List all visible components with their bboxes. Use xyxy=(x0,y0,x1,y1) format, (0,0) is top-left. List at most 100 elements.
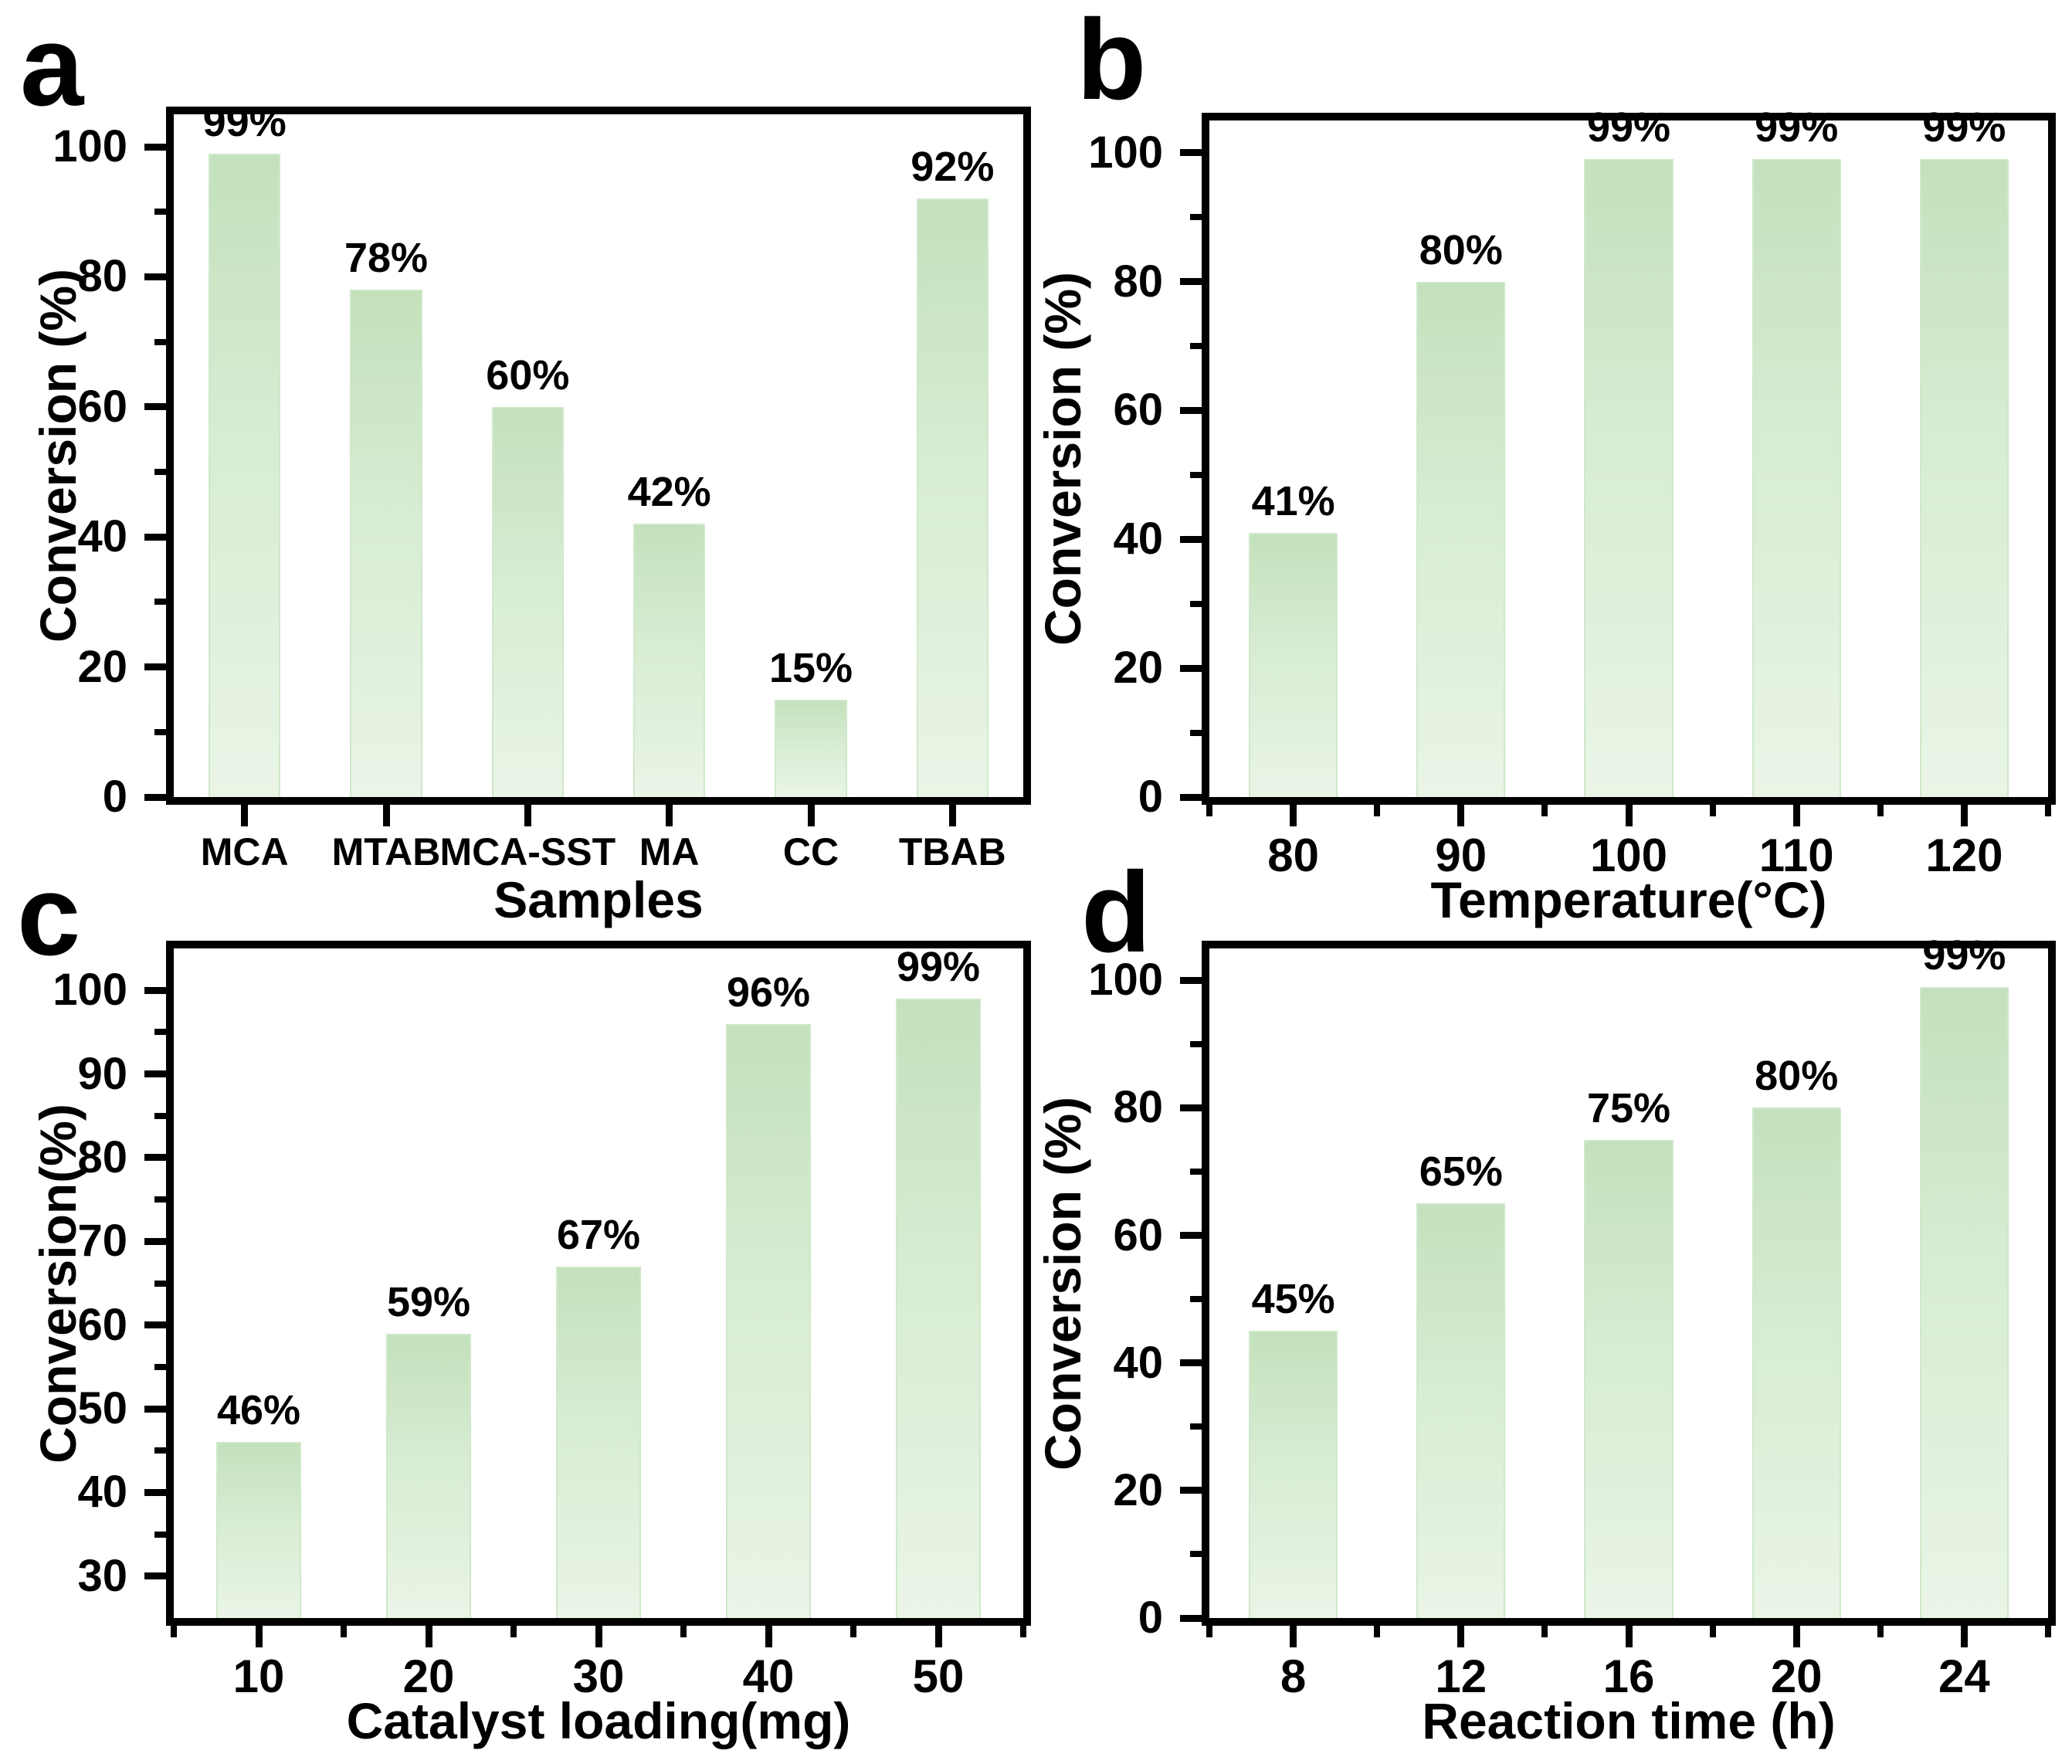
x-tick-label: 20 xyxy=(402,1650,455,1702)
y-major-tick xyxy=(1180,535,1202,543)
bar-100 xyxy=(1584,159,1674,797)
x-tick-label: 8 xyxy=(1280,1650,1307,1702)
bar-value-label: 15% xyxy=(768,644,853,691)
bar-value-label: 60% xyxy=(486,351,570,399)
bar-value-label: 99% xyxy=(1586,104,1671,151)
y-major-tick xyxy=(144,273,166,280)
y-major-tick xyxy=(144,1572,166,1580)
y-tick-label: 60 xyxy=(77,1299,127,1350)
bar-80 xyxy=(1249,532,1338,797)
x-minor-tick xyxy=(2045,805,2051,816)
x-major-tick xyxy=(666,805,673,826)
x-tick-label: 40 xyxy=(742,1650,795,1702)
bar-value-label: 99% xyxy=(1755,104,1839,151)
y-major-tick xyxy=(1180,793,1202,801)
x-major-tick xyxy=(1625,805,1633,826)
bar-value-label: 45% xyxy=(1251,1276,1335,1323)
y-tick-label: 80 xyxy=(77,1131,127,1182)
panel-b-x-axis-title: Temperature(°C) xyxy=(1430,871,1827,928)
y-tick-label: 90 xyxy=(77,1048,127,1099)
y-minor-tick xyxy=(1190,1423,1202,1430)
bar-value-label: 67% xyxy=(556,1211,641,1258)
x-tick-label: MCA-SST xyxy=(439,830,616,874)
y-major-tick xyxy=(144,1405,166,1413)
x-tick-label: TBAB xyxy=(898,830,1006,874)
x-major-tick xyxy=(255,1626,263,1647)
x-minor-tick xyxy=(1877,1626,1884,1637)
bar-value-label: 46% xyxy=(216,1387,301,1434)
y-tick-label: 0 xyxy=(102,772,127,822)
bar-value-label: 78% xyxy=(344,235,429,282)
y-minor-tick xyxy=(154,1029,166,1036)
bar-10 xyxy=(216,1442,301,1618)
x-major-tick xyxy=(1792,805,1800,826)
y-major-tick xyxy=(1180,406,1202,414)
bar-MCA-SST xyxy=(491,406,565,797)
bar-16 xyxy=(1584,1139,1674,1618)
x-minor-tick xyxy=(1206,805,1212,816)
x-major-tick xyxy=(241,805,249,826)
y-tick-label: 40 xyxy=(1113,1337,1163,1388)
y-minor-tick xyxy=(1190,214,1202,221)
bar-value-label: 42% xyxy=(627,469,711,516)
y-tick-label: 20 xyxy=(1113,643,1163,694)
y-major-tick xyxy=(1180,1359,1202,1367)
x-tick-label: 110 xyxy=(1758,829,1834,881)
x-major-tick xyxy=(1290,805,1297,826)
y-tick-label: 100 xyxy=(53,121,127,172)
y-major-tick xyxy=(1180,1614,1202,1622)
y-tick-label: 80 xyxy=(1113,1082,1163,1133)
x-tick-label: MA xyxy=(639,830,700,874)
panel-c-x-axis-title: Catalyst loading(mg) xyxy=(346,1692,851,1749)
x-minor-tick xyxy=(1541,1626,1548,1637)
y-minor-tick xyxy=(154,469,166,476)
y-major-tick xyxy=(144,793,166,801)
x-minor-tick xyxy=(850,1626,856,1637)
x-minor-tick xyxy=(1541,805,1548,816)
y-major-tick xyxy=(1180,976,1202,984)
x-minor-tick xyxy=(1709,805,1716,816)
panel-b-plot-area: Conversion (%) Temperature(°C) 0 20 40 60 80… xyxy=(1034,107,2056,925)
x-major-tick xyxy=(948,805,956,826)
x-major-tick xyxy=(1290,1626,1297,1647)
x-major-tick xyxy=(1457,805,1465,826)
bar-20 xyxy=(1752,1108,1841,1618)
y-tick-label: 40 xyxy=(1113,514,1163,565)
bar-value-label: 92% xyxy=(911,144,995,191)
panel-a-letter: a xyxy=(20,2,83,130)
y-minor-tick xyxy=(154,1447,166,1454)
y-tick-label: 70 xyxy=(77,1216,127,1267)
y-minor-tick xyxy=(154,1196,166,1203)
x-tick-label: 50 xyxy=(912,1650,965,1702)
panel-c-plot-area: Conversion(%) Catalyst loading(mg) 30 40 5… xyxy=(29,941,1031,1746)
x-major-tick xyxy=(595,1626,602,1647)
y-minor-tick xyxy=(1190,600,1202,607)
bar-110 xyxy=(1752,159,1841,797)
y-tick-label: 80 xyxy=(77,251,127,302)
y-major-tick xyxy=(144,1237,166,1245)
x-major-tick xyxy=(382,805,390,826)
y-major-tick xyxy=(1180,1232,1202,1240)
panel-d-letter: d xyxy=(1081,849,1151,976)
panel-a-plot-area: Conversion (%) Samples 0 20 40 60 80 100 MCA 99… xyxy=(29,101,1031,925)
bar-90 xyxy=(1416,281,1506,797)
panel-a-y-axis-title: Conversion (%) xyxy=(29,268,86,643)
y-tick-label: 100 xyxy=(1088,955,1163,1006)
bar-value-label: 99% xyxy=(1922,104,2006,151)
bar-value-label: 99% xyxy=(896,944,981,991)
x-minor-tick xyxy=(1206,1626,1212,1637)
y-major-tick xyxy=(144,143,166,151)
y-major-tick xyxy=(144,1070,166,1078)
y-major-tick xyxy=(1180,149,1202,157)
x-minor-tick xyxy=(1374,805,1381,816)
y-tick-label: 20 xyxy=(77,641,127,692)
y-major-tick xyxy=(1180,1104,1202,1111)
x-major-tick xyxy=(1625,1626,1633,1647)
y-tick-label: 40 xyxy=(77,511,127,562)
panel-c-letter: c xyxy=(17,852,80,979)
panel-d-x-axis-title: Reaction time (h) xyxy=(1422,1692,1836,1749)
x-tick-label: MTAB xyxy=(331,830,441,874)
x-major-tick xyxy=(524,805,531,826)
y-tick-label: 80 xyxy=(1113,256,1163,307)
x-major-tick xyxy=(1792,1626,1800,1647)
